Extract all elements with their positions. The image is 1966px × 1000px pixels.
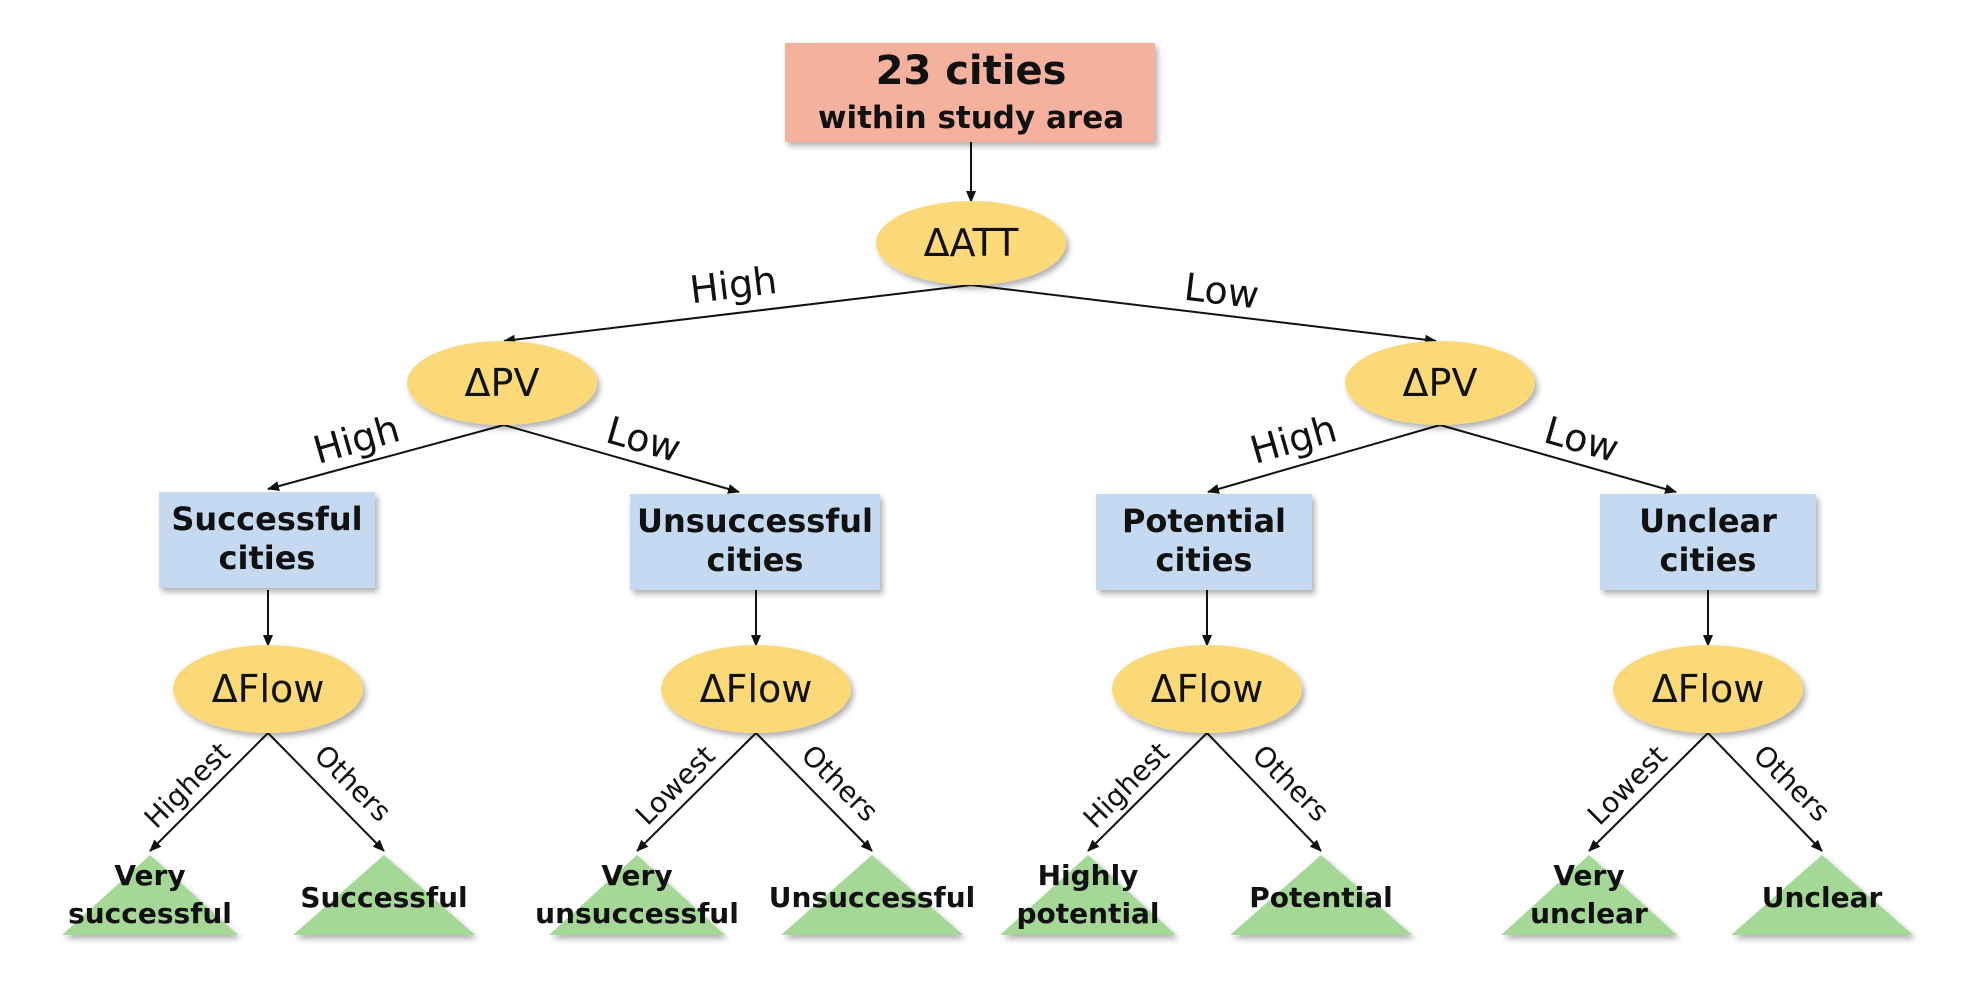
edge-flow-potential — [1206, 732, 1322, 852]
root-node-subtitle: within study area — [818, 100, 1124, 136]
edge-label-unclear-lowest: Lowest — [1581, 739, 1674, 832]
outcome-very-unsuccessful-line2: unsuccessful — [535, 897, 739, 930]
decision-pv-left-label: ΔPV — [465, 361, 540, 405]
category-unclear-line2: cities — [1660, 541, 1757, 579]
decision-att-label: ΔATT — [924, 221, 1020, 265]
outcome-very-unsuccessful-line1: Very — [601, 859, 672, 892]
edge-label-pv-right-low: Low — [1540, 408, 1624, 471]
edge-label-successful-others: Others — [308, 738, 398, 828]
edge-pv-right-unclear — [1439, 424, 1677, 494]
outcome-very-successful: Very successful — [62, 855, 238, 935]
outcome-very-successful-line1: Very — [114, 859, 185, 892]
edge-pv-left-unsuccessful — [503, 424, 740, 494]
decision-flow-unclear: ΔFlow — [1613, 645, 1803, 733]
category-potential-line1: Potential — [1122, 502, 1286, 540]
decision-flow-potential: ΔFlow — [1112, 645, 1302, 733]
outcome-unsuccessful: Unsuccessful — [769, 855, 976, 935]
decision-flow-unsuccessful: ΔFlow — [661, 645, 851, 733]
edge-label-successful-highest: Highest — [138, 736, 237, 835]
outcome-very-unclear: Very unclear — [1501, 855, 1677, 935]
edge-pv-right-potential — [1207, 424, 1441, 494]
edge-label-unsuccessful-others: Others — [795, 738, 885, 828]
root-node: 23 cities within study area — [785, 43, 1155, 142]
outcome-highly-potential-line2: potential — [1016, 897, 1159, 930]
outcome-very-unclear-line2: unclear — [1530, 897, 1648, 930]
outcome-successful: Successful — [293, 855, 475, 935]
edge-label-unsuccessful-lowest: Lowest — [629, 739, 722, 832]
category-successful-line2: cities — [219, 539, 316, 577]
category-unclear: Unclear cities — [1600, 494, 1816, 590]
decision-flow-successful: ΔFlow — [173, 645, 363, 733]
category-potential-line2: cities — [1156, 541, 1253, 579]
outcome-very-unclear-line1: Very — [1553, 859, 1624, 892]
decision-flow-unsuccessful-label: ΔFlow — [700, 667, 813, 711]
edges — [149, 142, 1823, 852]
outcome-highly-potential: Highly potential — [1000, 855, 1176, 935]
outcome-highly-potential-line1: Highly — [1038, 859, 1139, 892]
decision-pv-right-label: ΔPV — [1403, 361, 1478, 405]
edge-label-potential-others: Others — [1246, 738, 1336, 828]
outcome-unsuccessful-line1: Unsuccessful — [769, 881, 976, 914]
edge-flow-very-successful — [149, 732, 269, 852]
category-unsuccessful-line1: Unsuccessful — [637, 502, 873, 540]
edge-label-att-low: Low — [1182, 265, 1262, 318]
outcome-very-unsuccessful: Very unsuccessful — [535, 855, 739, 935]
edge-pv-left-successful — [267, 424, 505, 491]
category-successful: Successful cities — [159, 492, 375, 588]
edge-att-pv-right — [970, 284, 1437, 345]
edge-flow-very-unclear — [1588, 732, 1709, 852]
edge-flow-very-unsuccessful — [636, 732, 757, 852]
category-unclear-line1: Unclear — [1639, 502, 1777, 540]
edge-label-att-high: High — [687, 258, 779, 312]
edge-flow-unclear — [1707, 732, 1823, 852]
edge-label-pv-left-low: Low — [602, 408, 686, 471]
edge-att-pv-left — [503, 284, 972, 345]
category-successful-line1: Successful — [171, 500, 362, 538]
edge-label-pv-right-high: High — [1245, 406, 1341, 472]
edge-label-potential-highest: Highest — [1077, 736, 1176, 835]
category-unsuccessful-line2: cities — [707, 541, 804, 579]
category-potential: Potential cities — [1096, 494, 1312, 590]
edge-flow-unsuccessful — [755, 732, 873, 852]
outcome-successful-line1: Successful — [300, 881, 467, 914]
outcome-potential: Potential — [1230, 855, 1412, 935]
decision-flow-unclear-label: ΔFlow — [1652, 667, 1765, 711]
edge-label-pv-left-high: High — [308, 406, 404, 472]
decision-flow-successful-label: ΔFlow — [212, 667, 325, 711]
category-unsuccessful: Unsuccessful cities — [630, 494, 880, 590]
outcome-potential-line1: Potential — [1249, 881, 1393, 914]
edge-flow-successful — [267, 732, 385, 852]
decision-pv-left: ΔPV — [407, 341, 597, 425]
outcome-unclear-line1: Unclear — [1762, 881, 1883, 914]
decision-att: ΔATT — [876, 201, 1066, 285]
edge-flow-highly-potential — [1087, 732, 1208, 852]
root-node-title: 23 cities — [876, 48, 1067, 94]
decision-flow-potential-label: ΔFlow — [1151, 667, 1264, 711]
outcome-unclear: Unclear — [1731, 855, 1913, 935]
edge-label-unclear-others: Others — [1747, 738, 1837, 828]
outcome-very-successful-line2: successful — [68, 897, 232, 930]
decision-pv-right: ΔPV — [1345, 341, 1535, 425]
